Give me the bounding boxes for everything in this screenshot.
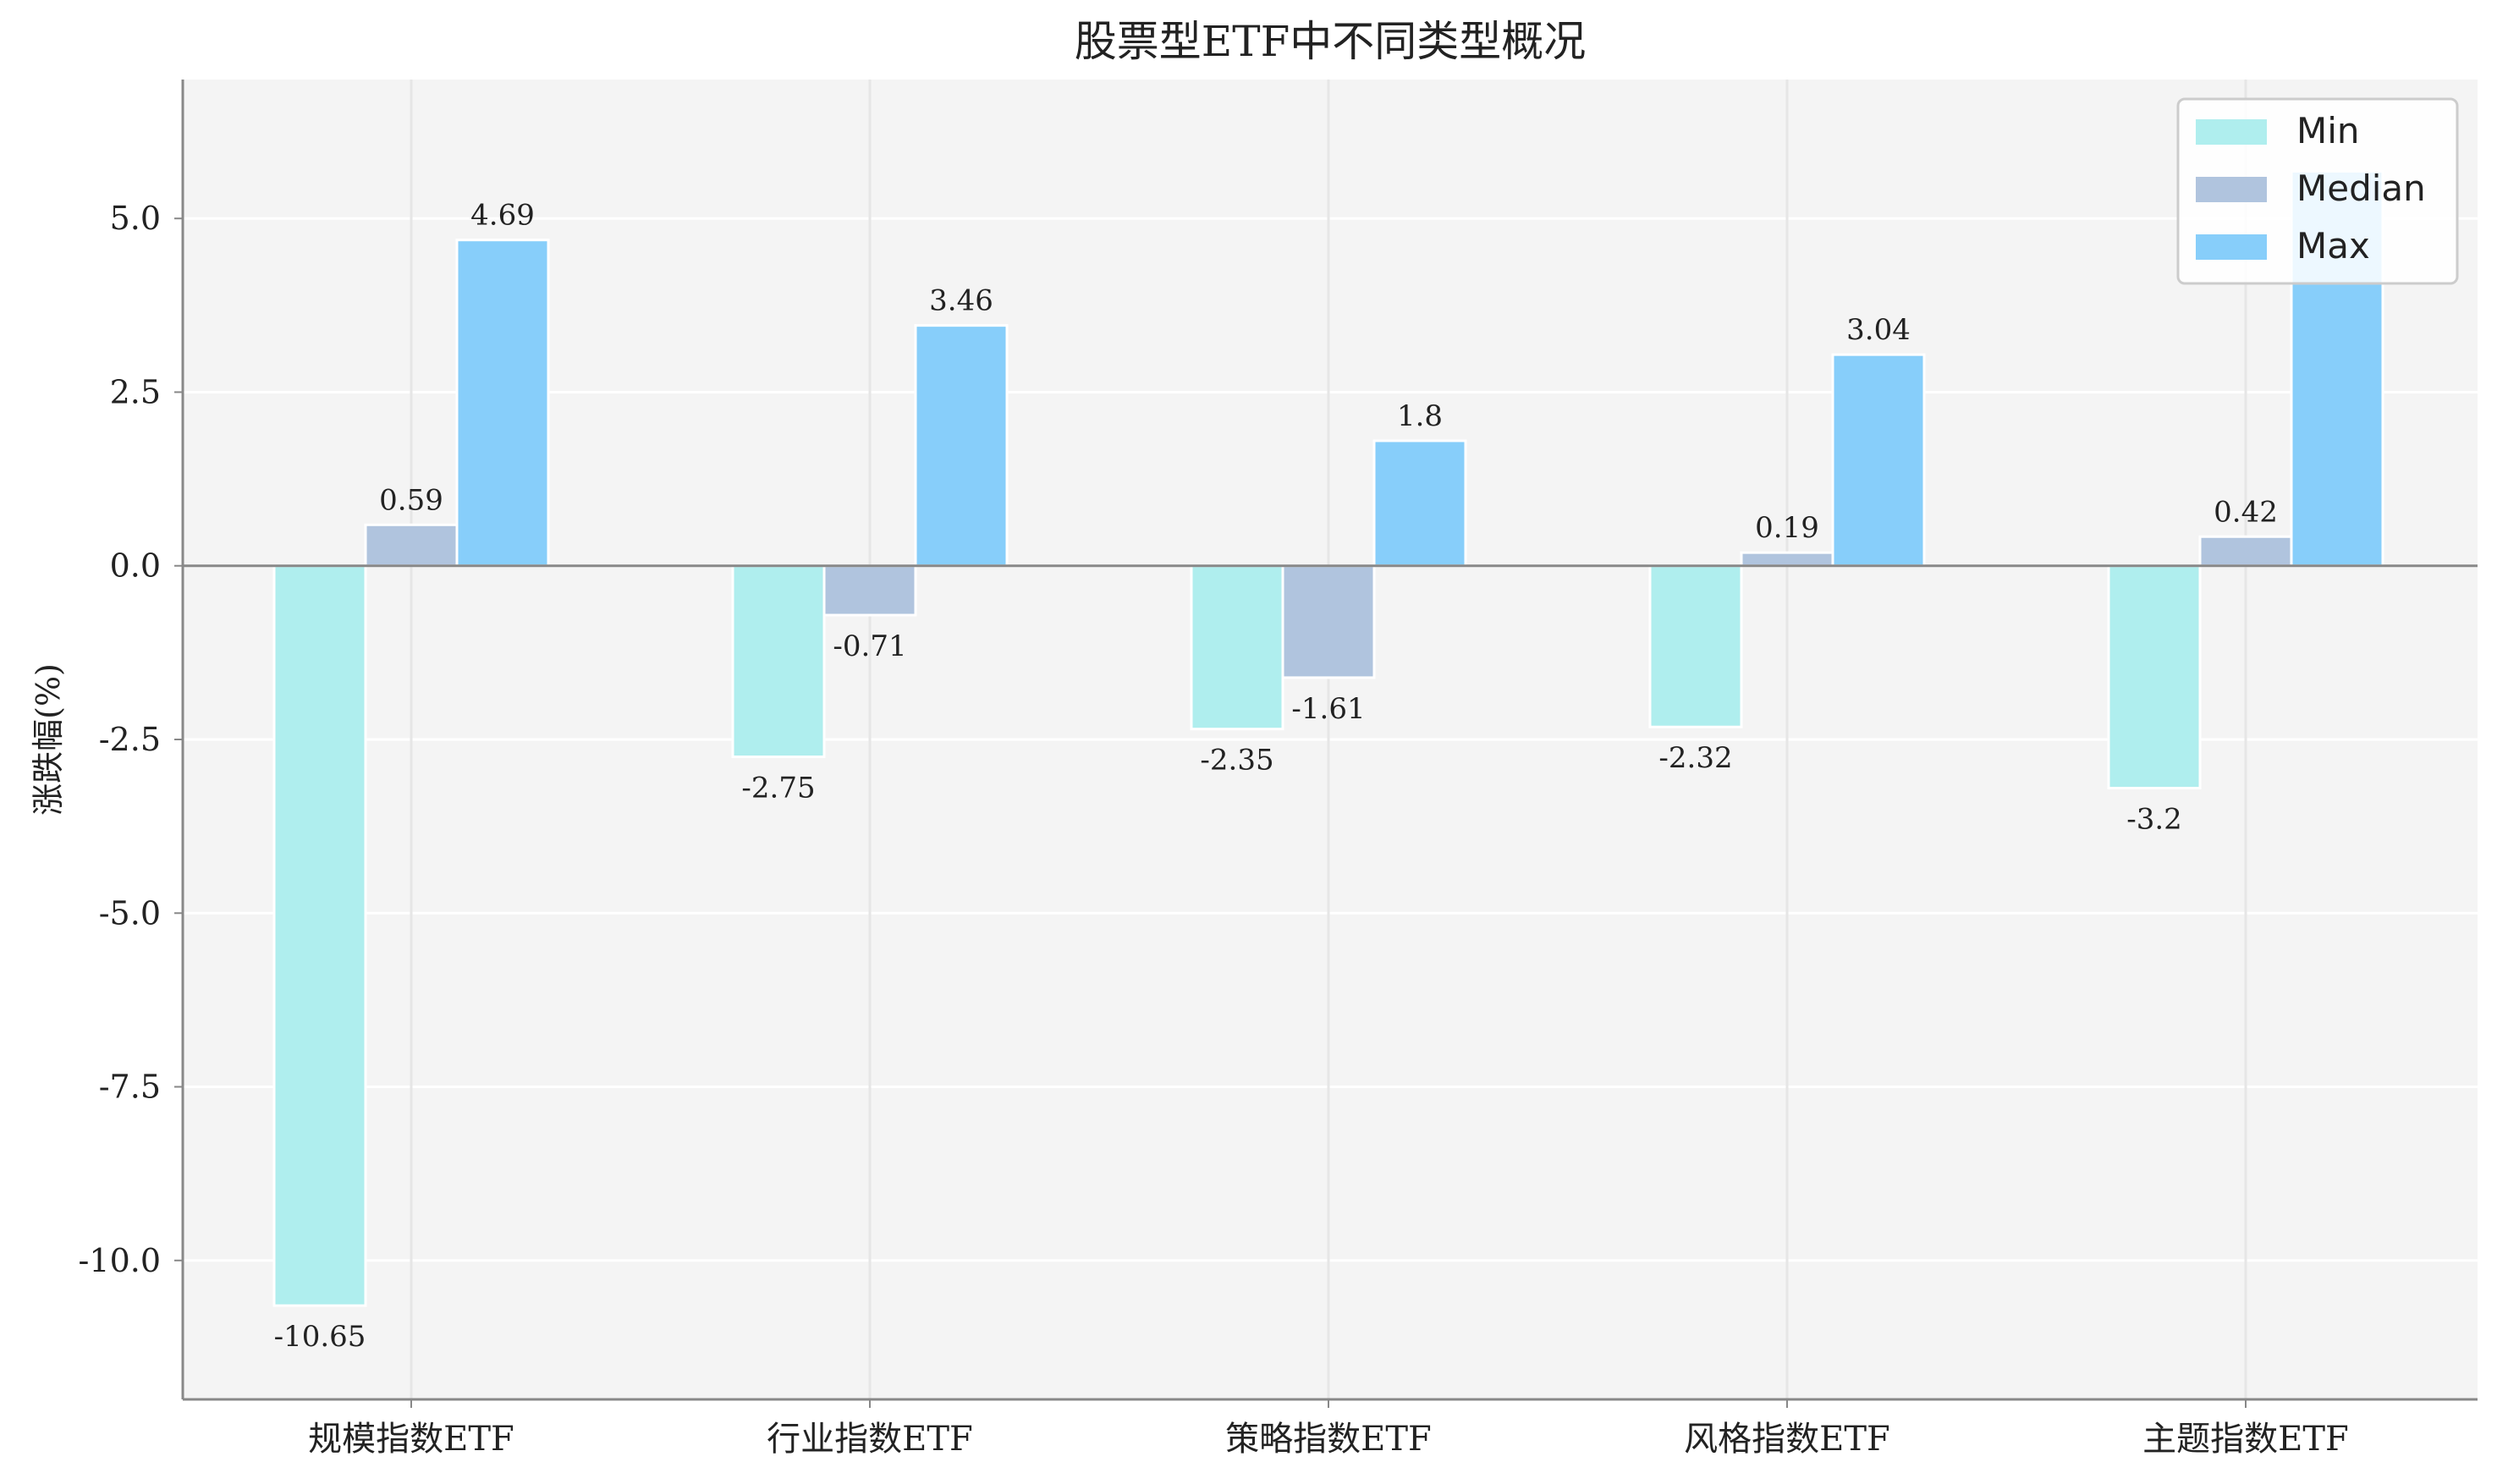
x-ticks: 规模指数ETF 行业指数ETF 策略指数ETF 风格指数ETF 主题指数ETF xyxy=(308,1399,2349,1459)
data-label: 4.69 xyxy=(470,199,535,233)
y-tick-label: -5.0 xyxy=(99,894,161,932)
data-label: 3.04 xyxy=(1846,313,1911,347)
data-label: -2.35 xyxy=(1200,744,1273,778)
bar-min-1 xyxy=(272,564,367,1307)
bar-max-2 xyxy=(914,324,1009,568)
data-labels: -10.65 -2.75 -2.35 -2.32 -3.2 0.59 -0.71 -1.61 0… xyxy=(274,199,2278,1354)
bar-median-4 xyxy=(1740,551,1834,568)
y-tick-label: -7.5 xyxy=(99,1069,161,1106)
data-label: 0.42 xyxy=(2214,495,2278,529)
legend-items: Min Median Max xyxy=(2196,110,2426,267)
data-label: -1.61 xyxy=(1291,692,1365,726)
y-tick-label: 2.5 xyxy=(110,373,161,410)
data-label: 1.8 xyxy=(1397,399,1443,433)
bar-min-5 xyxy=(2107,564,2202,789)
legend[interactable]: Min Median Max xyxy=(2176,97,2459,285)
data-label: -10.65 xyxy=(274,1320,366,1354)
data-label: -2.75 xyxy=(741,772,815,805)
bar-median-3 xyxy=(1281,564,1376,679)
y-tick-label: 0.0 xyxy=(110,547,161,585)
y-tick-label: 5.0 xyxy=(110,200,161,237)
x-tick-label: 规模指数ETF xyxy=(308,1420,514,1459)
legend-swatch-min xyxy=(2196,119,2267,145)
legend-label-max: Max xyxy=(2296,225,2370,267)
legend-label-min: Min xyxy=(2296,110,2360,151)
legend-swatch-max xyxy=(2196,234,2267,260)
data-label: 0.19 xyxy=(1755,511,1819,545)
chart-title: 股票型ETF中不同类型概况 xyxy=(1075,17,1587,66)
bar-median-5 xyxy=(2198,535,2293,568)
bar-median-1 xyxy=(364,523,459,568)
data-label: -2.32 xyxy=(1658,741,1732,775)
bar-max-1 xyxy=(455,239,550,568)
data-label: -3.2 xyxy=(2126,802,2182,836)
bar-max-3 xyxy=(1372,439,1467,568)
data-label: 3.46 xyxy=(929,284,993,318)
bar-median-2 xyxy=(822,564,917,617)
data-label: -0.71 xyxy=(833,629,906,663)
y-axis-label: 涨跌幅(%) xyxy=(30,663,67,816)
bar-min-3 xyxy=(1190,564,1284,731)
x-tick-label: 主题指数ETF xyxy=(2142,1420,2349,1459)
data-label: 0.59 xyxy=(379,483,443,517)
x-tick-label: 风格指数ETF xyxy=(1684,1420,1890,1459)
y-ticks: 5.0 2.5 0.0 -2.5 -5.0 -7.5 -10.0 xyxy=(79,200,183,1279)
bar-min-4 xyxy=(1648,564,1743,728)
y-tick-label: -10.0 xyxy=(79,1242,161,1279)
legend-label-median: Median xyxy=(2296,168,2426,209)
bar-max-4 xyxy=(1831,353,1926,568)
x-tick-label: 行业指数ETF xyxy=(767,1420,973,1459)
y-tick-label: -2.5 xyxy=(99,721,161,758)
x-tick-label: 策略指数ETF xyxy=(1225,1420,1432,1459)
legend-swatch-median xyxy=(2196,177,2267,202)
bar-min-2 xyxy=(731,564,826,759)
